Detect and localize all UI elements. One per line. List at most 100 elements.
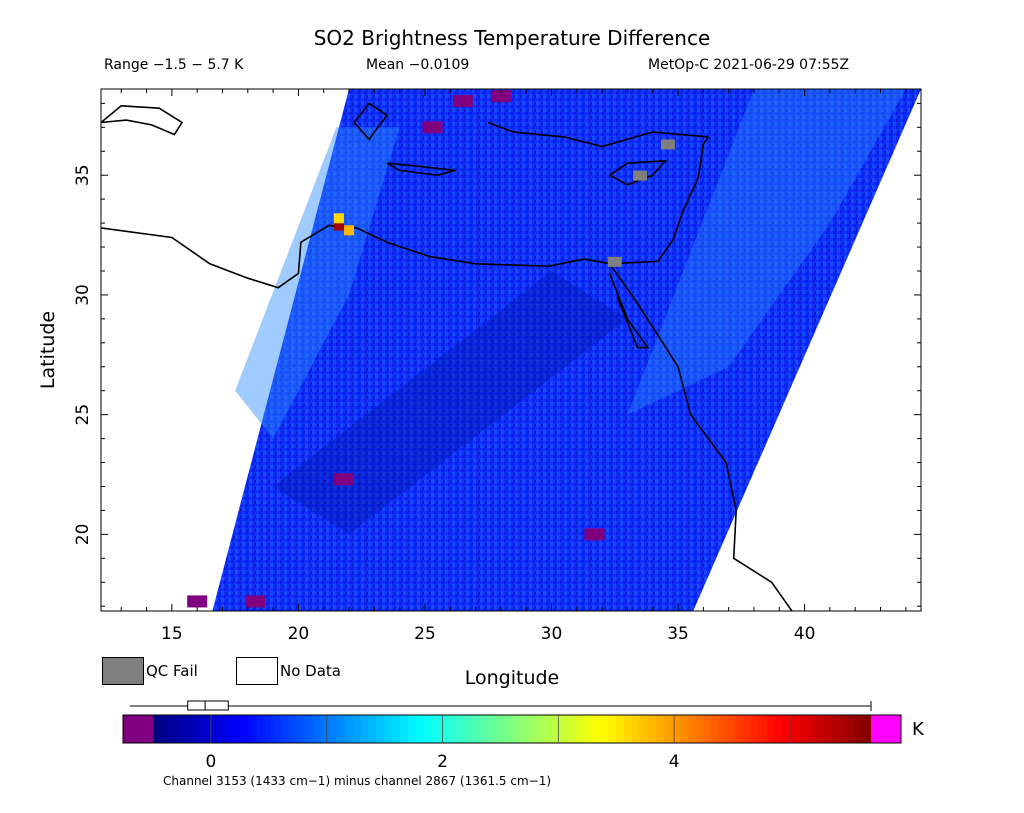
colorbar-cell (496, 715, 505, 743)
colorbar-unit: K (912, 719, 924, 740)
colorbar-cell (440, 715, 449, 743)
no-data-label: No Data (280, 662, 341, 680)
coastline-5 (609, 159, 668, 186)
colorbar-cell (512, 715, 521, 743)
colorbar-cell (783, 715, 792, 743)
colorbar-cell (759, 715, 768, 743)
qc-fail-label: QC Fail (146, 662, 198, 680)
colorbar-cell (735, 715, 744, 743)
swath-light-band-east (627, 89, 906, 415)
under-range-patch (452, 94, 473, 107)
colorbar-cell (248, 715, 258, 743)
swath-dark-band (273, 270, 628, 535)
coastline-1 (101, 136, 710, 289)
colorbar-cell (384, 715, 393, 743)
colorbar-tick-label: 2 (437, 752, 448, 772)
colorbar-cell (392, 715, 401, 743)
colorbar-cell (647, 715, 657, 743)
colorbar-cell (296, 715, 306, 743)
colorbar-cell (376, 715, 385, 743)
colorbar-cell (448, 715, 457, 743)
qc-fail-region (660, 139, 675, 150)
colorbar-cell (791, 715, 800, 743)
colorbar-cell (272, 715, 282, 743)
colorbar-cell (687, 715, 697, 743)
colorbar-cell (232, 715, 242, 743)
colorbar-frame (122, 714, 902, 744)
hotspot-cell (333, 220, 344, 231)
hotspot-cell (344, 225, 355, 236)
colorbar-over (871, 715, 901, 743)
colorbar: 0 2 4 (122, 700, 902, 772)
colorbar-cell (368, 715, 377, 743)
colorbar-cell (575, 715, 585, 743)
colorbar-cell (344, 715, 354, 743)
colorbar-cell (719, 715, 728, 743)
colorbar-cell (807, 715, 816, 743)
range-label: Range −1.5 − 5.7 K (104, 57, 244, 73)
x-tick-label: 35 (667, 624, 689, 644)
y-axis-label: Latitude (37, 311, 59, 389)
colorbar-cell (224, 715, 234, 743)
box-iqr (187, 700, 229, 711)
colorbar-cell (831, 715, 840, 743)
colorbar-cell (591, 715, 601, 743)
colorbar-tick-label: 0 (205, 752, 216, 772)
channel-footnote: Channel 3153 (1433 cm−1) minus channel 2… (163, 774, 552, 788)
satellite-time-label: MetOp-C 2021-06-29 07:55Z (648, 57, 850, 73)
colorbar-cell (488, 715, 497, 743)
colorbar-cell (527, 715, 537, 743)
colorbar-cell (535, 715, 545, 743)
colorbar-cell (464, 715, 473, 743)
coastline-7 (487, 121, 709, 148)
swath-background (212, 89, 921, 611)
colorbar-cell (153, 715, 162, 743)
colorbar-tick-label: 4 (669, 752, 680, 772)
under-range-patch (333, 473, 354, 486)
colorbar-cell (184, 715, 194, 743)
under-range-patch (245, 595, 266, 608)
colorbar-cell (312, 715, 322, 743)
colorbar-cell (815, 715, 824, 743)
colorbar-cell (695, 715, 705, 743)
x-axis-label: Longitude (465, 667, 560, 689)
under-range-patch (422, 121, 443, 134)
colorbar-cell (408, 715, 417, 743)
colorbar-cell (847, 715, 856, 743)
colorbar-cell (472, 715, 481, 743)
colorbar-cell (599, 715, 609, 743)
map-layer (101, 89, 921, 611)
colorbar-cell (607, 715, 617, 743)
colorbar-cell (424, 715, 433, 743)
colorbar-cell (823, 715, 832, 743)
swath-light-band (235, 127, 400, 439)
colorbar-cell (352, 715, 362, 743)
colorbar-cell (639, 715, 649, 743)
colorbar-cell (200, 715, 210, 743)
coastline-3 (608, 273, 650, 349)
colorbar-cell (551, 715, 561, 743)
y-tick-label: 30 (73, 284, 93, 306)
colorbar-cell (711, 715, 721, 743)
no-data-swatch (236, 657, 278, 685)
colorbar-cell (615, 715, 625, 743)
coastline-6 (353, 102, 389, 141)
y-tick-label: 35 (73, 164, 93, 186)
colorbar-cell (767, 715, 776, 743)
colorbar-cell (863, 715, 872, 743)
mean-label: Mean −0.0109 (366, 57, 470, 73)
colorbar-cell (320, 715, 330, 743)
colorbar-cell (727, 715, 736, 743)
y-tick-label: 25 (73, 404, 93, 426)
colorbar-cell (567, 715, 577, 743)
colorbar-cell (799, 715, 808, 743)
qc-fail-region (607, 256, 622, 267)
colorbar-cell (160, 715, 170, 743)
colorbar-cell (176, 715, 186, 743)
colorbar-cell (655, 715, 665, 743)
colorbar-cell (751, 715, 760, 743)
colorbar-cell (240, 715, 250, 743)
hotspot-cell (333, 213, 344, 224)
colorbar-cell (456, 715, 465, 743)
